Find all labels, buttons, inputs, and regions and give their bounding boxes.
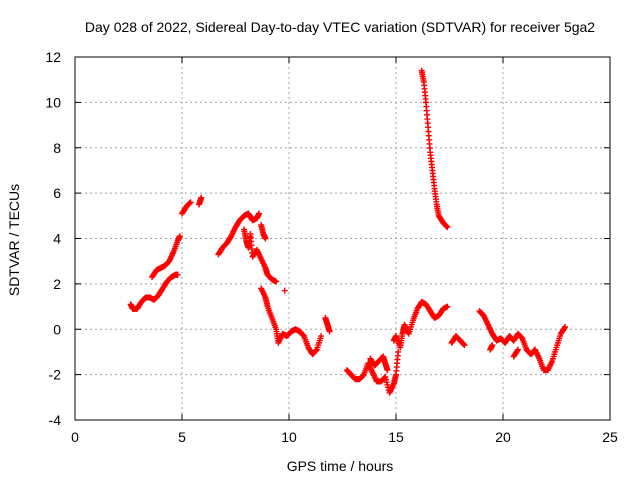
data-point-marker xyxy=(281,287,288,294)
data-point-marker xyxy=(198,194,205,201)
y-tick-label: -2 xyxy=(49,367,62,383)
data-point-marker xyxy=(562,323,569,330)
y-tick-labels: -4 -2 0 2 4 6 8 10 12 xyxy=(45,49,61,428)
y-tick-label: 10 xyxy=(45,94,61,110)
x-axis-label: GPS time / hours xyxy=(287,458,394,474)
data-points xyxy=(127,67,569,396)
axis-ticks xyxy=(74,56,611,421)
x-tick-label: 5 xyxy=(178,429,186,445)
data-point-marker xyxy=(444,303,451,310)
grid-lines xyxy=(75,57,610,420)
data-point-marker xyxy=(174,271,181,278)
data-point-marker xyxy=(514,346,521,353)
data-point-marker xyxy=(187,199,194,206)
x-tick-label: 15 xyxy=(388,429,404,445)
y-tick-label: -4 xyxy=(49,412,62,428)
data-point-marker xyxy=(256,210,263,217)
data-point-marker xyxy=(444,224,451,231)
y-tick-label: 12 xyxy=(45,49,61,65)
data-point-marker xyxy=(326,328,333,335)
y-tick-label: 8 xyxy=(53,140,61,156)
x-tick-label: 0 xyxy=(71,429,79,445)
data-point-marker xyxy=(262,235,269,242)
x-tick-label: 25 xyxy=(602,429,618,445)
data-point-marker xyxy=(443,223,450,230)
data-point-marker xyxy=(460,341,467,348)
x-tick-labels: 0 5 10 15 20 25 xyxy=(71,429,618,445)
data-point-marker xyxy=(561,325,568,332)
data-point-marker xyxy=(489,342,496,349)
x-tick-label: 10 xyxy=(281,429,297,445)
data-point-marker xyxy=(318,333,325,340)
data-point-marker xyxy=(461,342,468,349)
data-point-marker xyxy=(176,233,183,240)
data-point-marker xyxy=(514,347,521,354)
data-point-marker xyxy=(186,199,193,206)
data-point-marker xyxy=(273,278,280,285)
data-point-marker xyxy=(395,348,402,355)
x-tick-label: 20 xyxy=(495,429,511,445)
y-tick-label: 4 xyxy=(53,231,61,247)
data-point-marker xyxy=(384,367,391,374)
y-tick-label: 0 xyxy=(53,321,61,337)
y-axis-label: SDTVAR / TECUs xyxy=(6,184,22,296)
chart-title: Day 028 of 2022, Sidereal Day-to-day VTE… xyxy=(85,19,595,35)
y-tick-label: 2 xyxy=(53,276,61,292)
y-tick-label: 6 xyxy=(53,185,61,201)
data-point-marker xyxy=(313,347,320,354)
